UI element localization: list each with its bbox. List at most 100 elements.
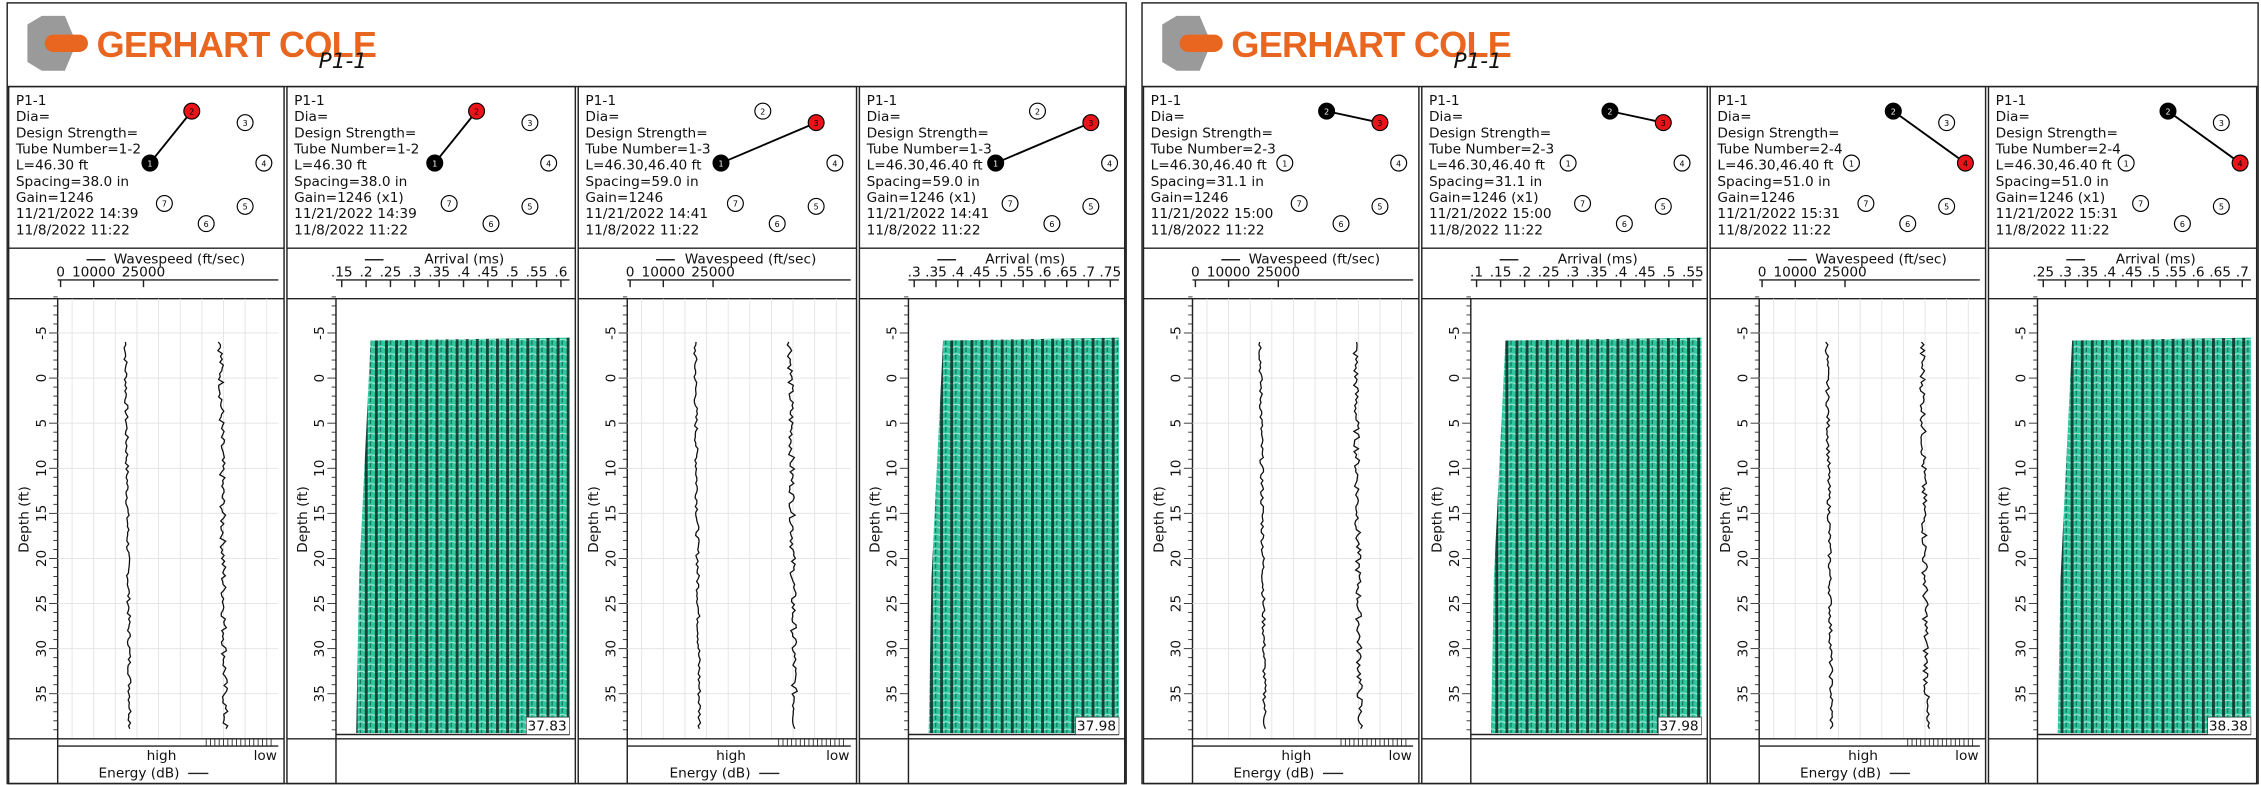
depth-tick-label: 15 <box>1169 505 1185 522</box>
depth-tick-label: 20 <box>1735 550 1751 567</box>
axis-tick-label: .65 <box>1056 265 1078 281</box>
info-line: Dia= <box>1429 109 1463 125</box>
energy-label: Energy (dB) <box>99 765 180 781</box>
tube-label: 7 <box>733 200 738 209</box>
info-line: Gain=1246 <box>1151 190 1229 206</box>
tube-label: 6 <box>1622 220 1627 229</box>
axis-tick-label: .45 <box>2121 265 2143 281</box>
energy-high: high <box>1281 748 1311 764</box>
depth-tick-label: 5 <box>2014 419 2030 428</box>
axis-tick-label: 0 <box>1191 265 1200 281</box>
tube-label: 4 <box>1107 159 1112 168</box>
axis-tick-label: .4 <box>1614 265 1627 281</box>
depth-tick-label: 0 <box>1735 374 1751 383</box>
info-line: L=46.30,46.40 ft <box>1429 158 1546 174</box>
depth-tick-label: 15 <box>603 505 619 522</box>
depth-tick-label: 25 <box>312 595 328 612</box>
axis-tick-label: .5 <box>1662 265 1675 281</box>
tube-label: 1 <box>147 159 152 168</box>
axis-tick-label: .5 <box>2147 265 2160 281</box>
tube-label: 6 <box>1049 220 1054 229</box>
axis-tick-label: .15 <box>331 265 353 281</box>
axis-tick-label: 0 <box>1758 265 1767 281</box>
info-line: Dia= <box>1717 109 1751 125</box>
axis-tick-label: .3 <box>908 265 921 281</box>
depth-tick-label: -5 <box>2014 326 2030 340</box>
info-line: Dia= <box>16 109 50 125</box>
tube-label: 2 <box>1891 107 1896 116</box>
info-line: Design Strength= <box>585 125 707 141</box>
depth-tick-label: 25 <box>34 595 50 612</box>
report-title: P1-1 <box>319 49 367 74</box>
axis-tick-label: .45 <box>1634 265 1656 281</box>
depth-tick-label: 5 <box>1447 419 1463 428</box>
tube-path <box>996 123 1091 163</box>
tube-path <box>1893 111 1965 163</box>
depth-tick-label: 0 <box>34 374 50 383</box>
axis-tick-label: .6 <box>554 265 567 281</box>
axis-tick-label: .35 <box>2077 265 2099 281</box>
depth-tick-label: 35 <box>1735 685 1751 702</box>
depth-tick-label: 5 <box>1169 419 1185 428</box>
tube-label: 4 <box>546 159 551 168</box>
depth-tick-label: 10 <box>885 460 901 477</box>
axis-tick-label: 10000 <box>1207 265 1251 281</box>
tube-label: 7 <box>162 200 167 209</box>
depth-tick-label: 15 <box>885 505 901 522</box>
depth-tick-label: -5 <box>312 326 328 340</box>
depth-tick-label: -5 <box>1169 326 1185 340</box>
depth-tick-label: 5 <box>885 419 901 428</box>
axis-tick-label: .65 <box>2209 265 2231 281</box>
tube-label: 2 <box>189 107 194 116</box>
info-line: Tube Number=2-4 <box>1716 141 1842 157</box>
wavespeed-trace <box>694 342 701 729</box>
info-line: Dia= <box>1996 109 2030 125</box>
info-line: 11/21/2022 14:41 <box>867 206 990 222</box>
info-line: Dia= <box>294 109 328 125</box>
depth-tick-label: 20 <box>885 550 901 567</box>
axis-tick-label: .7 <box>1082 265 1095 281</box>
depth-tick-label: 20 <box>603 550 619 567</box>
waterfall <box>929 338 1119 733</box>
depth-tick-label: 25 <box>2014 595 2030 612</box>
info-line: Spacing=31.1 in <box>1429 174 1542 190</box>
wavespeed-trace <box>218 342 228 729</box>
depth-tick-label: 0 <box>885 374 901 383</box>
depth-tick-label: 5 <box>34 419 50 428</box>
depth-tick-label: 15 <box>312 505 328 522</box>
tube-label: 6 <box>2180 220 2185 229</box>
info-line: Design Strength= <box>1429 125 1551 141</box>
axis-tick-label: .4 <box>951 265 964 281</box>
report-sheet: GERHART COLEP1-1P1-1Dia=Design Strength=… <box>0 0 2261 785</box>
info-line: 11/8/2022 11:22 <box>16 222 130 238</box>
info-line: Dia= <box>1151 109 1185 125</box>
depth-tick-label: 0 <box>2014 374 2030 383</box>
depth-tick-label: 10 <box>603 460 619 477</box>
depth-tick-label: 0 <box>1447 374 1463 383</box>
axis-tick-label: .5 <box>995 265 1008 281</box>
tube-label: 6 <box>775 220 780 229</box>
tube-label: 3 <box>527 119 532 128</box>
depth-label: Depth (ft) <box>1718 486 1734 553</box>
depth-tick-label: 35 <box>2014 685 2030 702</box>
end-value: 37.83 <box>528 719 567 735</box>
info-line: P1-1 <box>867 93 898 109</box>
axis-tick-label: 25000 <box>122 265 166 281</box>
tube-label: 2 <box>2165 107 2170 116</box>
tube-label: 5 <box>2219 203 2224 212</box>
logo-bar <box>45 35 88 52</box>
axis-tick-label: .35 <box>1586 265 1608 281</box>
axis-tick-label: 10000 <box>642 265 686 281</box>
tube-label: 5 <box>1661 203 1666 212</box>
depth-tick-label: 10 <box>2014 460 2030 477</box>
energy-label: Energy (dB) <box>1800 765 1881 781</box>
depth-tick-label: 30 <box>603 640 619 657</box>
tube-label: 6 <box>1905 220 1910 229</box>
axis-tick-label: .3 <box>1566 265 1579 281</box>
axis-tick-label: .55 <box>1682 265 1704 281</box>
info-line: Design Strength= <box>867 125 989 141</box>
axis-tick-label: 25000 <box>1257 265 1301 281</box>
tube-label: 1 <box>432 159 437 168</box>
info-line: L=46.30,46.40 ft <box>1151 158 1268 174</box>
info-line: Spacing=51.0 in <box>1717 174 1830 190</box>
